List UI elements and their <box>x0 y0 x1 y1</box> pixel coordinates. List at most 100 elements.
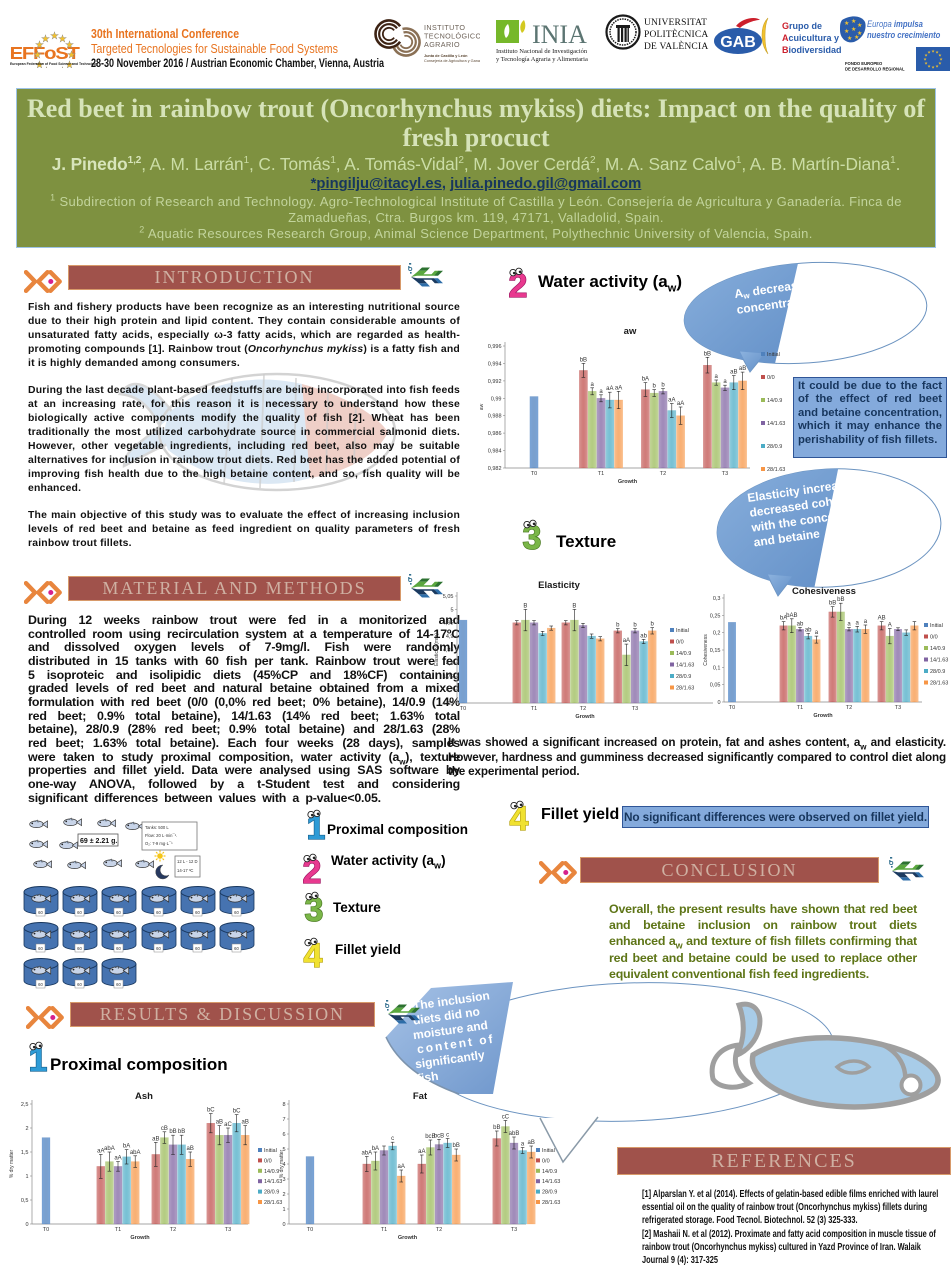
svg-text:★: ★ <box>927 50 931 55</box>
svg-text:b: b <box>651 622 655 628</box>
svg-text:★: ★ <box>927 63 931 68</box>
svg-text:Cohesiveness: Cohesiveness <box>792 586 856 597</box>
svg-text:0: 0 <box>282 1222 285 1228</box>
svg-text:aA: aA <box>114 1156 121 1162</box>
svg-text:INIA: INIA <box>532 20 587 49</box>
svg-text:GAB: GAB <box>720 34 756 51</box>
svg-text:TECNOLÓGICO: TECNOLÓGICO <box>424 32 480 41</box>
svg-text:0/0: 0/0 <box>767 375 775 381</box>
svg-text:UNIVERSITAT: UNIVERSITAT <box>644 18 707 28</box>
svg-text:ab: ab <box>797 622 804 628</box>
svg-text:a: a <box>856 620 860 626</box>
svg-text:0,25: 0,25 <box>710 613 721 619</box>
svg-text:aA: aA <box>606 386 613 392</box>
svg-text:ab: ab <box>805 627 812 633</box>
svg-text:0,15: 0,15 <box>710 648 721 654</box>
svg-text:0,984: 0,984 <box>488 449 502 455</box>
svg-text:60: 60 <box>116 910 121 915</box>
svg-text:aA: aA <box>398 1164 405 1170</box>
svg-text:6: 6 <box>282 1132 285 1138</box>
svg-text:bB: bB <box>580 357 587 363</box>
svg-text:0,986: 0,986 <box>488 431 502 437</box>
svg-text:aB: aB <box>739 366 746 372</box>
svg-text:60: 60 <box>156 946 161 951</box>
svg-text:bcB: bcB <box>434 1133 444 1139</box>
svg-text:B: B <box>523 603 527 609</box>
svg-text:y Tecnología Agraria y Aliment: y Tecnología Agraria y Alimentaria <box>496 56 588 63</box>
svg-text:Initial: Initial <box>767 352 780 358</box>
svg-text:a: a <box>591 382 595 388</box>
svg-text:bB: bB <box>169 1129 176 1135</box>
svg-text:Initial: Initial <box>542 1148 555 1154</box>
svg-text:Growth: Growth <box>813 713 833 719</box>
svg-text:bC: bC <box>207 1108 215 1114</box>
svg-text:★: ★ <box>844 20 849 27</box>
svg-text:T3: T3 <box>722 471 728 477</box>
svg-text:★: ★ <box>924 53 928 58</box>
svg-text:14/1.63: 14/1.63 <box>676 663 694 669</box>
svg-text:aB: aB <box>152 1136 159 1142</box>
svg-text:c: c <box>446 1133 449 1139</box>
svg-text:Fat: Fat <box>413 1091 428 1102</box>
svg-text:T1: T1 <box>531 706 537 712</box>
svg-text:0,1: 0,1 <box>713 665 721 671</box>
svg-text:INSTITUTO: INSTITUTO <box>424 23 465 32</box>
svg-text:★: ★ <box>35 40 44 51</box>
svg-text:aA: aA <box>418 1149 425 1155</box>
svg-text:aB: aB <box>730 370 737 376</box>
svg-text:Grupo de: Grupo de <box>782 21 822 31</box>
svg-text:★: ★ <box>58 34 67 45</box>
svg-text:60: 60 <box>77 946 82 951</box>
svg-text:1: 1 <box>25 1174 28 1180</box>
svg-text:b: b <box>616 623 620 629</box>
svg-text:★: ★ <box>857 30 862 37</box>
svg-text:B: B <box>572 603 576 609</box>
svg-text:14/1.63: 14/1.63 <box>542 1179 560 1185</box>
svg-text:abA: abA <box>130 1150 141 1156</box>
svg-text:Growth: Growth <box>618 479 638 485</box>
svg-text:A: A <box>888 623 892 629</box>
svg-text:4,8: 4,8 <box>446 661 454 667</box>
svg-text:bA: bA <box>123 1144 130 1150</box>
svg-text:Consejería de Agricultura y Ga: Consejería de Agricultura y Ganadería <box>424 59 480 63</box>
svg-text:60: 60 <box>195 946 200 951</box>
svg-text:bB: bB <box>704 351 711 357</box>
svg-text:cC: cC <box>502 1115 510 1121</box>
svg-text:Acuicultura y: Acuicultura y <box>782 33 839 43</box>
svg-text:2: 2 <box>282 1192 285 1198</box>
svg-text:28/1.63: 28/1.63 <box>264 1200 282 1206</box>
svg-text:POLITÈCNICA: POLITÈCNICA <box>644 28 708 40</box>
svg-text:Cohesiveness: Cohesiveness <box>703 634 709 666</box>
svg-text:14/1.63: 14/1.63 <box>264 1179 282 1185</box>
svg-text:T1: T1 <box>115 1227 121 1233</box>
svg-text:★: ★ <box>67 50 76 61</box>
svg-text:Instituto Nacional de Investig: Instituto Nacional de Investigación <box>496 48 588 55</box>
svg-text:aB: aB <box>187 1146 194 1152</box>
svg-text:abB: abB <box>509 1131 520 1137</box>
svg-text:Elasticity: Elasticity <box>538 580 580 591</box>
svg-text:b: b <box>653 384 657 390</box>
svg-text:AB: AB <box>878 616 886 622</box>
svg-text:0,996: 0,996 <box>488 344 502 350</box>
svg-text:12 L - 12 D: 12 L - 12 D <box>177 859 198 864</box>
svg-text:a: a <box>815 630 819 636</box>
svg-text:aB: aB <box>242 1120 249 1126</box>
svg-text:28/0.9: 28/0.9 <box>767 444 782 450</box>
svg-text:cB: cB <box>161 1126 168 1132</box>
svg-text:T1: T1 <box>797 705 803 711</box>
svg-text:bC: bC <box>233 1109 241 1115</box>
svg-text:14/1.63: 14/1.63 <box>767 421 785 427</box>
svg-text:28/0.9: 28/0.9 <box>676 674 691 680</box>
svg-text:bB: bB <box>493 1125 500 1131</box>
svg-text:aA: aA <box>623 638 630 644</box>
svg-text:4,65: 4,65 <box>443 701 454 707</box>
svg-text:Initial: Initial <box>676 628 689 634</box>
svg-text:nuestro crecimiento: nuestro crecimiento <box>867 29 940 40</box>
svg-text:★: ★ <box>931 49 935 54</box>
svg-text:2: 2 <box>25 1126 28 1132</box>
svg-text:T2: T2 <box>660 471 666 477</box>
svg-text:aA: aA <box>668 398 675 404</box>
svg-text:0/0: 0/0 <box>542 1158 550 1164</box>
svg-text:5: 5 <box>450 607 453 613</box>
svg-text:bA: bA <box>780 616 787 622</box>
